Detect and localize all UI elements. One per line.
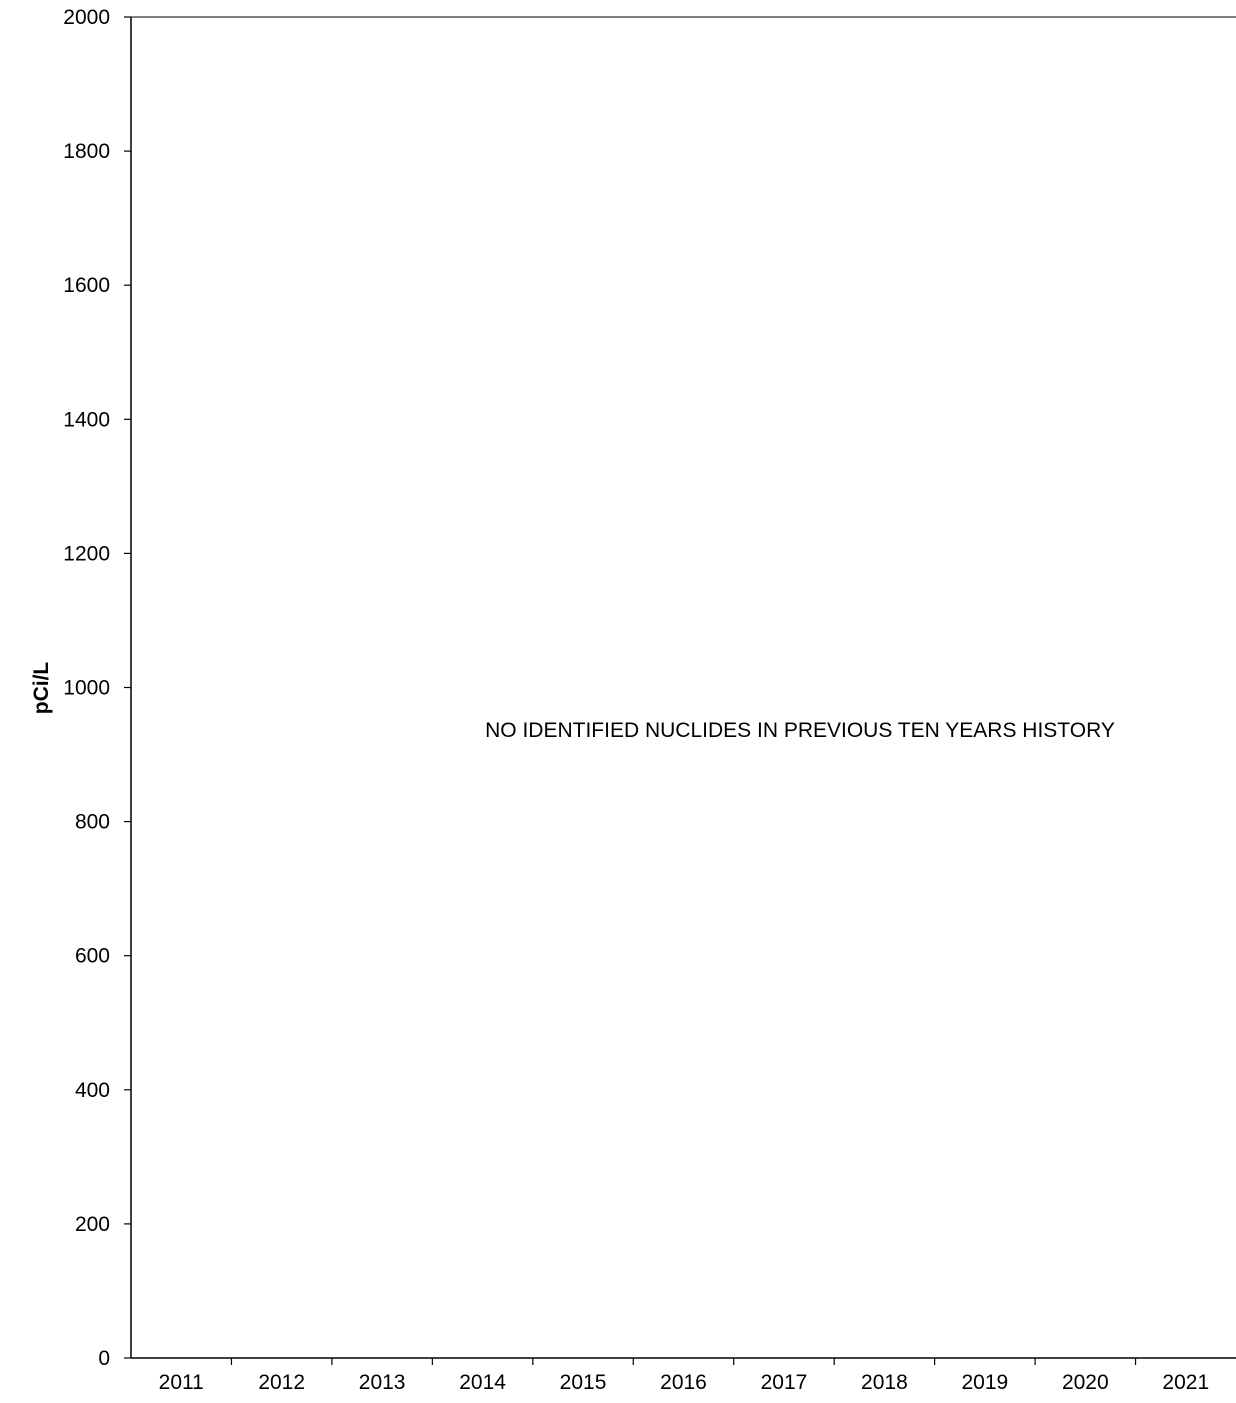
x-tick-label: 2015 [560,1371,607,1394]
y-tick-label: 1400 [63,408,110,431]
y-tick-label: 0 [98,1347,110,1370]
y-tick-label: 1200 [63,542,110,565]
y-tick-label: 800 [75,811,110,834]
x-tick-label: 2019 [962,1371,1009,1394]
no-data-annotation: NO IDENTIFIED NUCLIDES IN PREVIOUS TEN Y… [485,719,1115,742]
y-tick-label: 400 [75,1079,110,1102]
x-tick-label: 2012 [258,1371,305,1394]
x-tick-label: 2014 [459,1371,506,1394]
x-tick-label: 2018 [861,1371,908,1394]
x-tick-label: 2021 [1162,1371,1209,1394]
y-tick-label: 1800 [63,140,110,163]
x-tick-label: 2011 [159,1371,204,1394]
x-tick-label: 2020 [1062,1371,1109,1394]
y-axis-title: pCi/L [30,662,53,715]
x-tick-label: 2016 [660,1371,707,1394]
y-tick-label: 600 [75,945,110,968]
y-tick-label: 1600 [63,274,110,297]
x-tick-label: 2013 [359,1371,406,1394]
y-tick-label: 200 [75,1213,110,1236]
y-axis-ticks: 0 200 400 600 800 1000 1200 1400 1600 1800 2000 [63,6,131,1370]
plot-frame [130,16,1236,1359]
x-axis-ticks: 2011 2012 2013 2014 2015 2016 2017 2018 2019 2020… [159,1358,1209,1394]
x-tick-label: 2017 [761,1371,808,1394]
y-tick-label: 2000 [63,6,110,29]
y-tick-label: 1000 [63,677,110,700]
